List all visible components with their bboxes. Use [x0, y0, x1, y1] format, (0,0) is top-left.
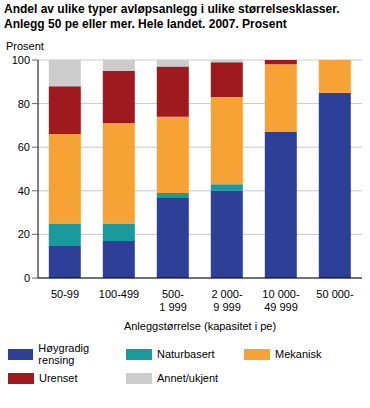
svg-text:2 000-9 999: 2 000-9 999 [211, 288, 243, 313]
svg-text:100-499: 100-499 [99, 288, 139, 300]
html-text:Høygradig rensing: Høygradig rensing [38, 342, 90, 366]
svg-text:500-1 999: 500-1 999 [159, 288, 187, 313]
html-text:Naturbasert: Naturbasert [157, 348, 215, 360]
html-text:Andel av ulike typer avløpsanl: Andel av ulike typer avløpsanlegg i ulik… [4, 2, 340, 16]
svg-text:100: 100 [12, 54, 30, 66]
html-text:Annet/ukjent: Annet/ukjent [157, 372, 219, 384]
html-text:Prosent: Prosent [6, 40, 44, 52]
html-text:Anlegg 50 pe eller mer. Hele l: Anlegg 50 pe eller mer. Hele landet. 200… [4, 17, 287, 31]
html-text:Urenset: Urenset [39, 372, 78, 384]
svg-text:40: 40 [18, 185, 30, 197]
svg-text:Anleggstørrelse (kapasitet i p: Anleggstørrelse (kapasitet i pe) [124, 320, 276, 332]
html-text:Mekanisk: Mekanisk [275, 348, 322, 360]
svg-text:0: 0 [24, 272, 30, 284]
svg-text:10 000-49 999: 10 000-49 999 [262, 288, 300, 313]
svg-text:50 000-: 50 000- [316, 288, 354, 300]
svg-text:20: 20 [18, 228, 30, 240]
svg-text:60: 60 [18, 141, 30, 153]
svg-text:50-99: 50-99 [51, 288, 79, 300]
svg-text:80: 80 [18, 98, 30, 110]
